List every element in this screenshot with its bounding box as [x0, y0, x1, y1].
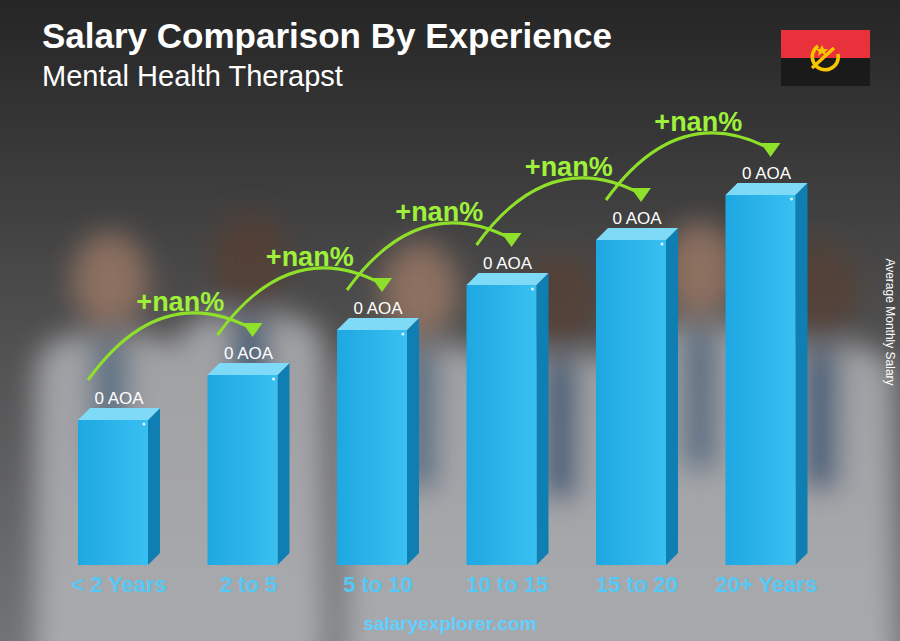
bar-top	[467, 273, 549, 285]
bar-side	[537, 273, 549, 565]
value-label: 0 AOA	[94, 389, 144, 408]
source: salaryexplorer.com	[363, 613, 536, 634]
title: Salary Comparison By Experience	[42, 16, 612, 55]
growth-label: +nan%	[136, 287, 224, 317]
bar-front	[596, 240, 666, 565]
category-label: 10 to 15	[467, 572, 549, 597]
category-label: 15 to 20	[596, 572, 678, 597]
bar-decoration	[208, 363, 290, 565]
bar	[337, 565, 407, 566]
chart-root: Salary Comparison By Experience Mental He…	[0, 0, 900, 641]
bar	[726, 565, 796, 566]
bar	[78, 565, 148, 566]
bar-decoration	[467, 273, 549, 565]
arrow-head	[631, 188, 651, 202]
growth-label: +nan%	[654, 107, 742, 137]
bar-dot	[661, 243, 664, 246]
bar-decoration	[78, 408, 160, 565]
flag-star	[816, 45, 828, 56]
bar-dot	[790, 198, 793, 201]
value-label: 0 AOA	[224, 344, 274, 363]
value-label: 0 AOA	[612, 209, 662, 228]
bar-side	[148, 408, 160, 565]
bar-dot	[143, 423, 146, 426]
arrow-head	[502, 233, 522, 247]
subtitle: Mental Health Therapst	[42, 60, 343, 92]
chart: Salary Comparison By Experience Mental He…	[0, 0, 900, 641]
arrow-head	[243, 323, 263, 337]
overlay	[0, 0, 900, 641]
bar-dot	[402, 333, 405, 336]
category-label: < 2 Years	[71, 572, 167, 597]
value-label: 0 AOA	[742, 164, 792, 183]
bars	[78, 183, 808, 565]
bar-front	[467, 285, 537, 565]
bar-dot	[272, 378, 275, 381]
growth-label: +nan%	[395, 197, 483, 227]
bar-side	[796, 183, 808, 565]
flag	[781, 30, 870, 86]
background	[0, 0, 900, 641]
growth-label: +nan%	[266, 242, 354, 272]
bar-top	[208, 363, 290, 375]
bar-decoration	[596, 228, 678, 565]
bar-side	[407, 318, 419, 565]
flag-black	[781, 58, 870, 86]
bar-top	[726, 183, 808, 195]
bar-front	[726, 195, 796, 565]
bar-top	[337, 318, 419, 330]
bar-dot	[531, 288, 534, 291]
category-label: 2 to 5	[220, 572, 277, 597]
bar-top	[596, 228, 678, 240]
bar	[208, 565, 278, 566]
growth-arrows	[88, 133, 781, 380]
bar	[596, 565, 666, 566]
arrow-head	[761, 143, 781, 157]
flag-gear	[812, 46, 838, 70]
y-axis-label: Average Monthly Salary	[883, 258, 897, 385]
bar-side	[666, 228, 678, 565]
bar-front	[208, 375, 278, 565]
growth-label: +nan%	[525, 152, 613, 182]
bar-decoration	[337, 318, 419, 565]
arrow-arc	[606, 133, 771, 200]
bar-front	[78, 420, 148, 565]
category-label: 20+ Years	[716, 572, 818, 597]
bar-decoration	[726, 183, 808, 565]
bar-side	[278, 363, 290, 565]
bar	[467, 565, 537, 566]
arrow-head	[372, 278, 392, 292]
value-label: 0 AOA	[353, 299, 403, 318]
bar-front	[337, 330, 407, 565]
category-label: 5 to 10	[343, 572, 413, 597]
bar-top	[78, 408, 160, 420]
value-label: 0 AOA	[483, 254, 533, 273]
